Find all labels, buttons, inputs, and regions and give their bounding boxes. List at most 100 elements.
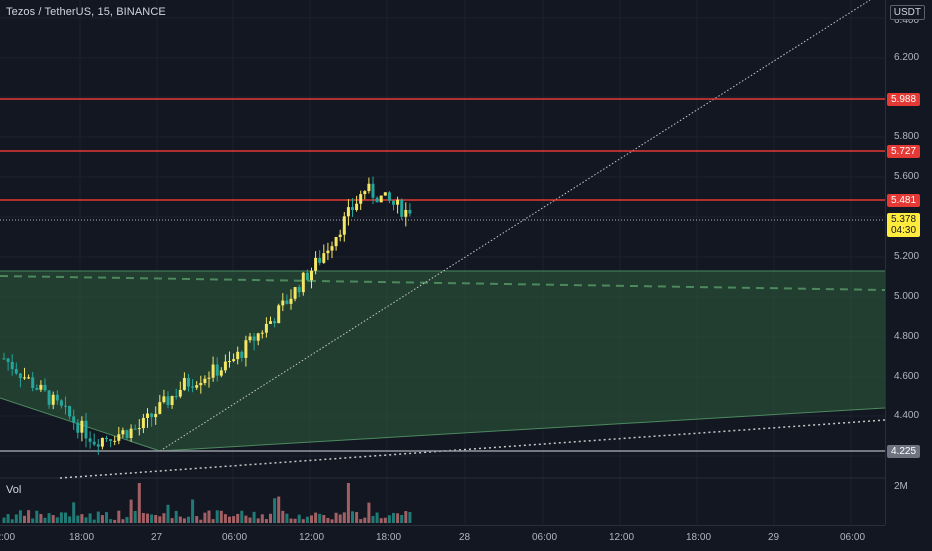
candle-body [68, 405, 72, 417]
volume-bar [264, 519, 268, 523]
volume-bar [154, 514, 158, 523]
volume-bar [166, 504, 170, 523]
candle-body [51, 394, 55, 405]
current-price-tag: 5.378 04:30 [887, 213, 921, 237]
candle-body [47, 390, 51, 405]
candle-body [256, 333, 260, 341]
volume-bar [396, 513, 400, 523]
zone-mid-dashed-line[interactable] [0, 275, 886, 291]
volume-bar [318, 513, 322, 523]
volume-bar [133, 511, 137, 523]
volume-bar [92, 519, 96, 523]
zone-bottom-edge[interactable] [159, 407, 886, 452]
candle-body [244, 340, 248, 358]
time-tick: 29 [768, 532, 780, 543]
volume-bar [375, 512, 379, 523]
candle-body [55, 394, 59, 401]
candle-body [264, 323, 268, 333]
candle-body [310, 270, 313, 281]
candle-body [392, 200, 395, 205]
level-tag-1: 5.988 [887, 93, 921, 106]
candle-body [228, 361, 231, 363]
volume-bar [285, 513, 289, 523]
volume-bar [199, 519, 203, 523]
volume-bar [228, 516, 231, 523]
candle-body [248, 336, 252, 341]
price-tick: 4.400 [894, 410, 920, 421]
time-scale[interactable]: 12:00 18:00 27 06:00 12:00 18:00 28 06:0… [0, 525, 885, 551]
price-tick: 4.800 [894, 331, 920, 342]
price-scale[interactable]: 6.400 6.200 5.800 5.600 5.200 5.000 4.80… [885, 0, 932, 525]
candle-body [252, 336, 256, 341]
currency-label[interactable]: USDT [889, 5, 925, 20]
volume-bar [359, 519, 363, 523]
candle-body [314, 257, 318, 271]
volume-bar [105, 512, 108, 523]
support-level-tag: 4.225 [887, 445, 921, 458]
candle-body [10, 361, 14, 370]
price-tick: 4.600 [894, 371, 920, 382]
candle-body [59, 400, 63, 406]
volume-bar [162, 513, 166, 523]
candle-body [141, 417, 145, 429]
volume-bar [334, 512, 338, 523]
volume-bar [281, 510, 285, 523]
candle-body [154, 413, 158, 418]
volume-bar [219, 510, 223, 523]
volume-bar [51, 515, 55, 523]
zone-left-edge[interactable] [0, 397, 161, 452]
volume-series[interactable] [2, 483, 412, 523]
candle-body [273, 321, 277, 324]
candle-body [207, 377, 211, 379]
volume-bar [330, 519, 334, 523]
volume-indicator-label[interactable]: Vol [6, 484, 22, 496]
candle-body [18, 373, 22, 379]
volume-bar [293, 518, 297, 523]
candle-body [76, 422, 80, 433]
volume-bar [23, 515, 26, 523]
volume-bar [322, 515, 326, 523]
candle-body [195, 385, 199, 388]
time-tick: 27 [151, 532, 163, 543]
candle-body [236, 351, 240, 360]
volume-bar [232, 516, 236, 523]
candle-body [330, 246, 334, 251]
volume-bar [121, 519, 125, 523]
price-tick: 5.000 [894, 291, 920, 302]
candle-body [260, 332, 264, 334]
candle-body [396, 199, 400, 205]
volume-bar [314, 512, 318, 523]
candle-body [125, 430, 129, 438]
candle-body [293, 287, 297, 299]
volume-bar [31, 518, 35, 523]
candle-body [342, 216, 346, 235]
volume-bar [125, 516, 129, 523]
volume-bar [59, 512, 63, 523]
price-tick: 6.400 [894, 15, 920, 26]
candle-body [6, 358, 10, 362]
candle-body [27, 377, 31, 379]
candle-body [240, 351, 244, 358]
candle-body [387, 192, 391, 201]
grid [0, 0, 885, 525]
candle-body [137, 428, 141, 430]
volume-bar [141, 512, 145, 523]
volume-bar [305, 516, 309, 523]
candlestick-series[interactable] [2, 176, 412, 455]
time-tick: 12:00 [609, 532, 635, 543]
volume-bar [100, 515, 104, 523]
volume-bar [310, 515, 313, 523]
candle-body [129, 428, 133, 438]
rising-trendline[interactable] [159, 0, 871, 452]
long-position-zone[interactable] [0, 271, 885, 451]
candle-body [211, 364, 215, 378]
volume-bar [88, 513, 92, 523]
volume-bar [338, 514, 342, 523]
volume-bar [269, 513, 272, 523]
volume-bar [273, 498, 277, 523]
candle-body [158, 402, 162, 414]
symbol-title[interactable]: Tezos / TetherUS, 15, BINANCE [6, 6, 166, 18]
volume-bar [129, 499, 133, 523]
